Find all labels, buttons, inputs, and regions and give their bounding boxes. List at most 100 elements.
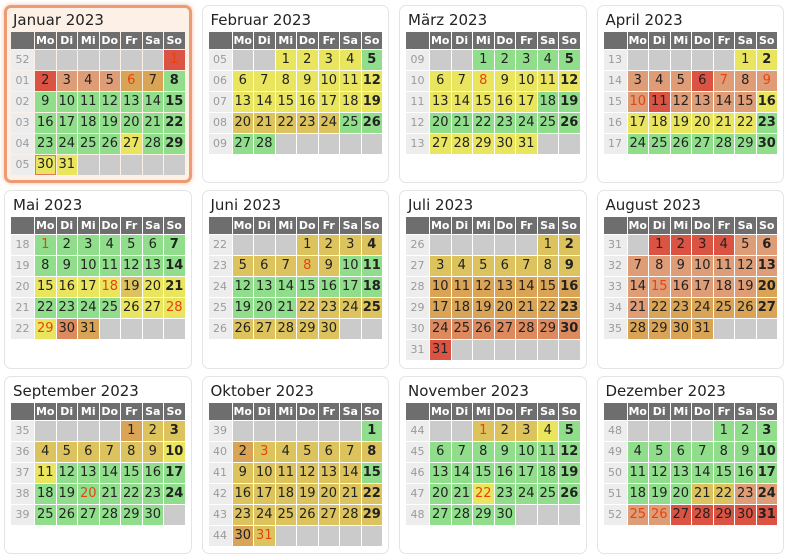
day-cell-april-29[interactable]: 29 [735, 134, 756, 154]
day-cell-april-25[interactable]: 25 [649, 134, 670, 154]
day-cell-februar-5[interactable]: 5 [361, 50, 382, 70]
day-cell-januar-22[interactable]: 22 [164, 113, 185, 133]
day-cell-maerz-9[interactable]: 9 [494, 71, 515, 91]
day-cell-februar-2[interactable]: 2 [297, 50, 318, 70]
day-cell-juni-5[interactable]: 5 [232, 256, 253, 277]
day-cell-august-23[interactable]: 23 [670, 298, 691, 319]
day-cell-september-25[interactable]: 25 [35, 504, 56, 525]
day-cell-oktober-31[interactable]: 31 [254, 525, 275, 546]
day-cell-juni-24[interactable]: 24 [340, 298, 361, 319]
day-cell-oktober-14[interactable]: 14 [340, 462, 361, 483]
day-cell-januar-23[interactable]: 23 [35, 134, 56, 154]
day-cell-september-16[interactable]: 16 [142, 462, 163, 483]
day-cell-mai-30[interactable]: 30 [56, 319, 77, 340]
day-cell-august-19[interactable]: 19 [735, 277, 756, 298]
day-cell-juli-13[interactable]: 13 [494, 277, 515, 298]
day-cell-dezember-14[interactable]: 14 [692, 462, 713, 483]
day-cell-april-21[interactable]: 21 [713, 113, 734, 133]
day-cell-oktober-16[interactable]: 16 [232, 483, 253, 504]
day-cell-februar-21[interactable]: 21 [254, 113, 275, 133]
day-cell-januar-21[interactable]: 21 [142, 113, 163, 133]
day-cell-september-26[interactable]: 26 [56, 504, 77, 525]
day-cell-mai-21[interactable]: 21 [164, 277, 185, 298]
day-cell-maerz-14[interactable]: 14 [451, 92, 472, 112]
day-cell-dezember-21[interactable]: 21 [692, 483, 713, 504]
day-cell-juli-5[interactable]: 5 [473, 256, 494, 277]
day-cell-juni-11[interactable]: 11 [361, 256, 382, 277]
day-cell-november-3[interactable]: 3 [516, 420, 537, 441]
day-cell-oktober-21[interactable]: 21 [340, 483, 361, 504]
day-cell-september-10[interactable]: 10 [164, 441, 185, 462]
day-cell-januar-26[interactable]: 26 [99, 134, 120, 154]
day-cell-oktober-20[interactable]: 20 [318, 483, 339, 504]
day-cell-maerz-8[interactable]: 8 [473, 71, 494, 91]
day-cell-februar-20[interactable]: 20 [232, 113, 253, 133]
day-cell-dezember-1[interactable]: 1 [713, 420, 734, 441]
day-cell-april-16[interactable]: 16 [756, 92, 777, 112]
day-cell-november-8[interactable]: 8 [473, 441, 494, 462]
day-cell-april-1[interactable]: 1 [735, 50, 756, 70]
day-cell-oktober-27[interactable]: 27 [318, 504, 339, 525]
day-cell-november-18[interactable]: 18 [537, 462, 558, 483]
day-cell-februar-4[interactable]: 4 [340, 50, 361, 70]
day-cell-maerz-23[interactable]: 23 [494, 113, 515, 133]
day-cell-oktober-12[interactable]: 12 [297, 462, 318, 483]
day-cell-februar-12[interactable]: 12 [361, 71, 382, 91]
day-cell-juli-24[interactable]: 24 [430, 319, 451, 340]
day-cell-november-7[interactable]: 7 [451, 441, 472, 462]
day-cell-oktober-15[interactable]: 15 [361, 462, 382, 483]
day-cell-januar-11[interactable]: 11 [78, 92, 99, 112]
day-cell-juni-8[interactable]: 8 [297, 256, 318, 277]
day-cell-november-9[interactable]: 9 [494, 441, 515, 462]
day-cell-september-18[interactable]: 18 [35, 483, 56, 504]
day-cell-juli-30[interactable]: 30 [559, 319, 580, 340]
day-cell-september-3[interactable]: 3 [164, 420, 185, 441]
day-cell-januar-12[interactable]: 12 [99, 92, 120, 112]
day-cell-april-19[interactable]: 19 [670, 113, 691, 133]
day-cell-september-20[interactable]: 20 [78, 483, 99, 504]
day-cell-juli-22[interactable]: 22 [537, 298, 558, 319]
day-cell-november-14[interactable]: 14 [451, 462, 472, 483]
day-cell-mai-24[interactable]: 24 [78, 298, 99, 319]
day-cell-oktober-18[interactable]: 18 [275, 483, 296, 504]
day-cell-januar-30[interactable]: 30 [35, 155, 56, 175]
day-cell-oktober-28[interactable]: 28 [340, 504, 361, 525]
day-cell-oktober-17[interactable]: 17 [254, 483, 275, 504]
day-cell-dezember-30[interactable]: 30 [735, 504, 756, 525]
day-cell-november-13[interactable]: 13 [430, 462, 451, 483]
day-cell-maerz-1[interactable]: 1 [473, 50, 494, 70]
day-cell-april-22[interactable]: 22 [735, 113, 756, 133]
day-cell-maerz-5[interactable]: 5 [559, 50, 580, 70]
day-cell-februar-19[interactable]: 19 [361, 92, 382, 112]
day-cell-august-22[interactable]: 22 [649, 298, 670, 319]
day-cell-august-17[interactable]: 17 [692, 277, 713, 298]
day-cell-januar-25[interactable]: 25 [78, 134, 99, 154]
day-cell-juni-13[interactable]: 13 [254, 277, 275, 298]
day-cell-mai-23[interactable]: 23 [56, 298, 77, 319]
day-cell-februar-25[interactable]: 25 [340, 113, 361, 133]
day-cell-januar-14[interactable]: 14 [142, 92, 163, 112]
day-cell-april-15[interactable]: 15 [735, 92, 756, 112]
day-cell-februar-11[interactable]: 11 [340, 71, 361, 91]
day-cell-oktober-19[interactable]: 19 [297, 483, 318, 504]
day-cell-maerz-29[interactable]: 29 [473, 134, 494, 154]
day-cell-september-2[interactable]: 2 [142, 420, 163, 441]
day-cell-september-24[interactable]: 24 [164, 483, 185, 504]
day-cell-dezember-5[interactable]: 5 [649, 441, 670, 462]
day-cell-september-12[interactable]: 12 [56, 462, 77, 483]
day-cell-maerz-11[interactable]: 11 [537, 71, 558, 91]
day-cell-juni-9[interactable]: 9 [318, 256, 339, 277]
day-cell-januar-6[interactable]: 6 [121, 71, 142, 91]
day-cell-oktober-6[interactable]: 6 [318, 441, 339, 462]
day-cell-maerz-3[interactable]: 3 [516, 50, 537, 70]
day-cell-oktober-10[interactable]: 10 [254, 462, 275, 483]
day-cell-juli-2[interactable]: 2 [559, 235, 580, 256]
day-cell-juli-6[interactable]: 6 [494, 256, 515, 277]
day-cell-februar-13[interactable]: 13 [232, 92, 253, 112]
day-cell-dezember-15[interactable]: 15 [713, 462, 734, 483]
day-cell-august-21[interactable]: 21 [627, 298, 648, 319]
day-cell-maerz-31[interactable]: 31 [516, 134, 537, 154]
day-cell-august-16[interactable]: 16 [670, 277, 691, 298]
day-cell-oktober-3[interactable]: 3 [254, 441, 275, 462]
day-cell-november-5[interactable]: 5 [559, 420, 580, 441]
